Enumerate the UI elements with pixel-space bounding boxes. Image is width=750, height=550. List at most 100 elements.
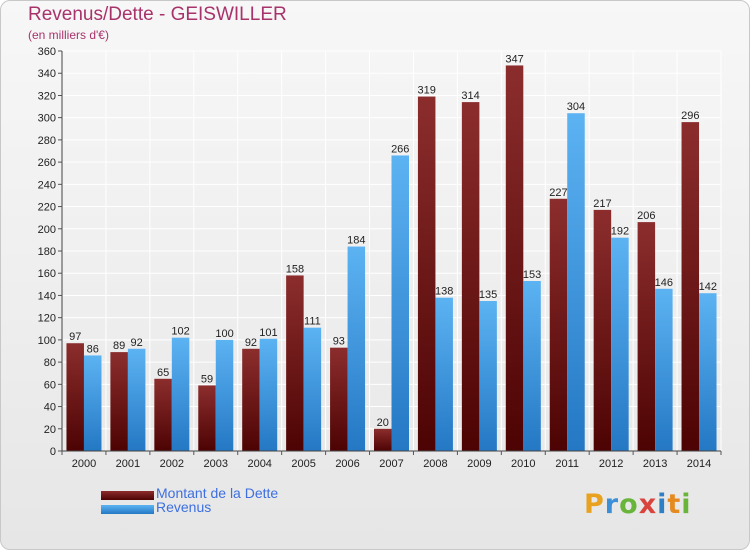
legend-label-revenus: Revenus [156,499,212,515]
bar-dette [330,347,348,451]
data-label-revenus: 102 [171,326,189,338]
x-tick-label: 2011 [555,458,579,470]
bar-dette [461,102,480,451]
logo-letter: i [681,489,692,520]
bar-revenus [171,337,190,451]
legend-swatch-revenus [101,505,154,514]
logo-letter: P [584,489,605,520]
data-label-revenus: 100 [215,328,233,340]
y-tick-label: 200 [38,224,56,236]
y-tick-label: 100 [38,335,56,347]
bar-dette [505,65,524,451]
data-label-dette: 93 [333,336,345,348]
y-tick-label: 340 [38,68,56,80]
bar-dette [637,222,656,451]
data-label-dette: 65 [157,367,169,379]
axes: 0204060801001201401601802002202402602803… [38,46,722,470]
bar-dette [242,348,260,451]
bar-revenus [479,301,497,451]
bar-dette [286,275,304,451]
bar-dette [154,378,172,451]
y-tick-label: 80 [44,357,56,369]
x-tick-label: 2010 [511,458,535,470]
bar-dette [417,96,436,452]
data-label-revenus: 266 [391,143,409,155]
data-label-revenus: 146 [655,277,673,289]
data-label-dette: 296 [681,110,699,122]
bar-dette [110,352,128,451]
bar-revenus [655,288,673,451]
data-label-dette: 217 [593,198,611,210]
bar-dette [198,385,216,451]
y-tick-label: 260 [38,157,56,169]
data-label-revenus: 192 [611,226,629,238]
data-label-dette: 314 [461,90,479,102]
bar-dette [593,209,612,451]
data-label-dette: 319 [418,85,436,97]
bar-revenus [83,355,102,451]
y-tick-label: 180 [38,246,56,258]
x-tick-label: 2008 [423,458,447,470]
logo-letter: r [604,489,620,520]
y-tick-label: 0 [50,446,56,458]
bar-revenus [611,237,629,451]
data-label-dette: 227 [549,187,567,199]
data-label-dette: 97 [69,331,81,343]
bar-revenus [523,281,541,451]
y-tick-label: 300 [38,113,56,125]
data-label-revenus: 304 [567,101,585,113]
x-tick-label: 2003 [204,458,228,470]
bar-dette [681,122,700,451]
x-tick-label: 2006 [335,458,359,470]
logo-letter: o [619,489,639,520]
data-label-revenus: 86 [87,343,99,355]
y-tick-label: 140 [38,290,56,302]
data-label-dette: 89 [113,340,125,352]
data-label-revenus: 138 [435,286,453,298]
bar-revenus [699,293,717,451]
data-label-revenus: 153 [523,269,541,281]
chart-subtitle: (en milliers d'€) [28,28,109,42]
x-tick-label: 2001 [116,458,140,470]
logo-letter: i [657,489,668,520]
bar-revenus [347,246,366,451]
y-tick-label: 60 [44,379,56,391]
x-tick-label: 2007 [379,458,403,470]
bar-revenus [567,113,585,451]
bar-revenus [127,348,146,451]
data-label-revenus: 142 [699,281,717,293]
bar-dette [374,428,392,451]
bar-dette [549,198,568,451]
data-label-revenus: 184 [347,235,365,247]
y-tick-label: 120 [38,313,56,325]
legend-swatch-dette [101,491,154,500]
logo-letter: t [667,489,682,520]
legend-label-dette: Montant de la Dette [156,485,279,501]
x-tick-label: 2013 [643,458,667,470]
data-label-revenus: 92 [131,337,143,349]
data-label-dette: 92 [245,337,257,349]
x-tick-label: 2009 [467,458,491,470]
bar-revenus [215,339,234,451]
y-tick-label: 320 [38,90,56,102]
x-tick-label: 2004 [247,458,271,470]
bar-revenus [259,338,278,451]
data-label-dette: 20 [377,417,389,429]
logo-letter: x [638,489,658,520]
y-tick-label: 360 [38,46,56,58]
proxiti-logo: Proxiti [584,489,692,520]
y-tick-label: 20 [44,424,56,436]
y-tick-label: 240 [38,179,56,191]
data-label-revenus: 101 [259,327,277,339]
bar-revenus [435,297,453,451]
y-tick-label: 280 [38,135,56,147]
bars [66,65,717,452]
x-tick-label: 2012 [599,458,623,470]
data-label-revenus: 135 [479,289,497,301]
x-tick-label: 2002 [160,458,184,470]
bar-revenus [391,155,409,451]
y-tick-label: 40 [44,402,56,414]
chart-title: Revenus/Dette - GEISWILLER [28,4,287,25]
